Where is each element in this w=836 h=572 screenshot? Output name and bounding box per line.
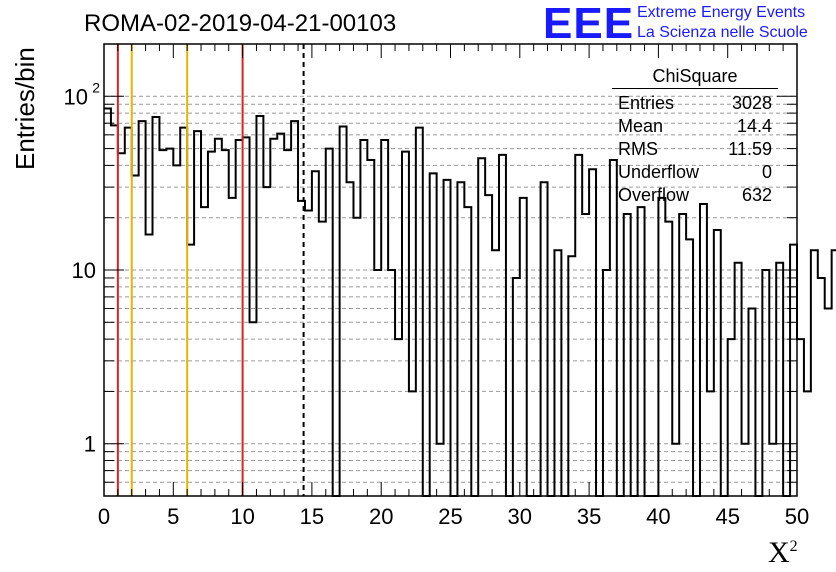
histogram-series [104,107,836,497]
x-tick-label: 35 [577,504,601,529]
x-tick-label: 40 [646,504,670,529]
stats-row-overflow: Overflow 632 [612,184,778,207]
stats-row-entries: Entries 3028 [612,92,778,115]
stats-value: 0 [761,162,772,182]
stats-row-underflow: Underflow 0 [612,161,778,184]
x-tick-label: 10 [230,504,254,529]
eee-logo: EEE [543,0,635,48]
x-tick-label: 15 [300,504,324,529]
stats-label: RMS [618,139,658,159]
stats-value: 3028 [731,93,772,113]
y-tick-label: 10 [64,84,88,109]
stats-label: Overflow [618,185,690,205]
y-axis-label-text: Entries/bin [10,47,40,170]
stats-title: ChiSquare [612,66,778,89]
stats-row-rms: RMS 11.59 [612,138,778,161]
stats-row-mean: Mean 14.4 [612,115,778,138]
y-axis-label: Entries/bin [4,47,44,170]
y-tick-label: 1 [84,432,96,457]
logo-line-1: Extreme Energy Events [637,4,806,21]
x-tick-label: 45 [715,504,739,529]
x-tick-label: 0 [98,504,110,529]
x-tick-label: 20 [369,504,393,529]
x-tick-label: 5 [167,504,179,529]
stats-label: Mean [618,116,664,136]
stats-value: 632 [741,185,772,205]
x-tick-label: 25 [438,504,462,529]
chart-title: ROMA-02-2019-04-21-00103 [84,10,397,37]
x-tick-label: 30 [508,504,532,529]
x-axis-label-text: X [768,536,790,569]
stats-label: Entries [618,93,675,113]
stats-box: ChiSquare Entries 3028 Mean 14.4 RMS 11.59 … [612,66,778,207]
stats-label: Underflow [618,162,700,182]
x-axis-label-sup: 2 [789,538,798,555]
x-axis-label: X2 [768,536,798,570]
y-tick-label: 10 [72,258,96,283]
x-tick-label: 50 [785,504,809,529]
stats-value: 11.59 [728,139,772,159]
logo-line-2: La Scienza nelle Scuole [637,24,808,41]
stats-value: 14.4 [736,116,772,136]
y-tick-label-sup: 2 [92,79,100,95]
